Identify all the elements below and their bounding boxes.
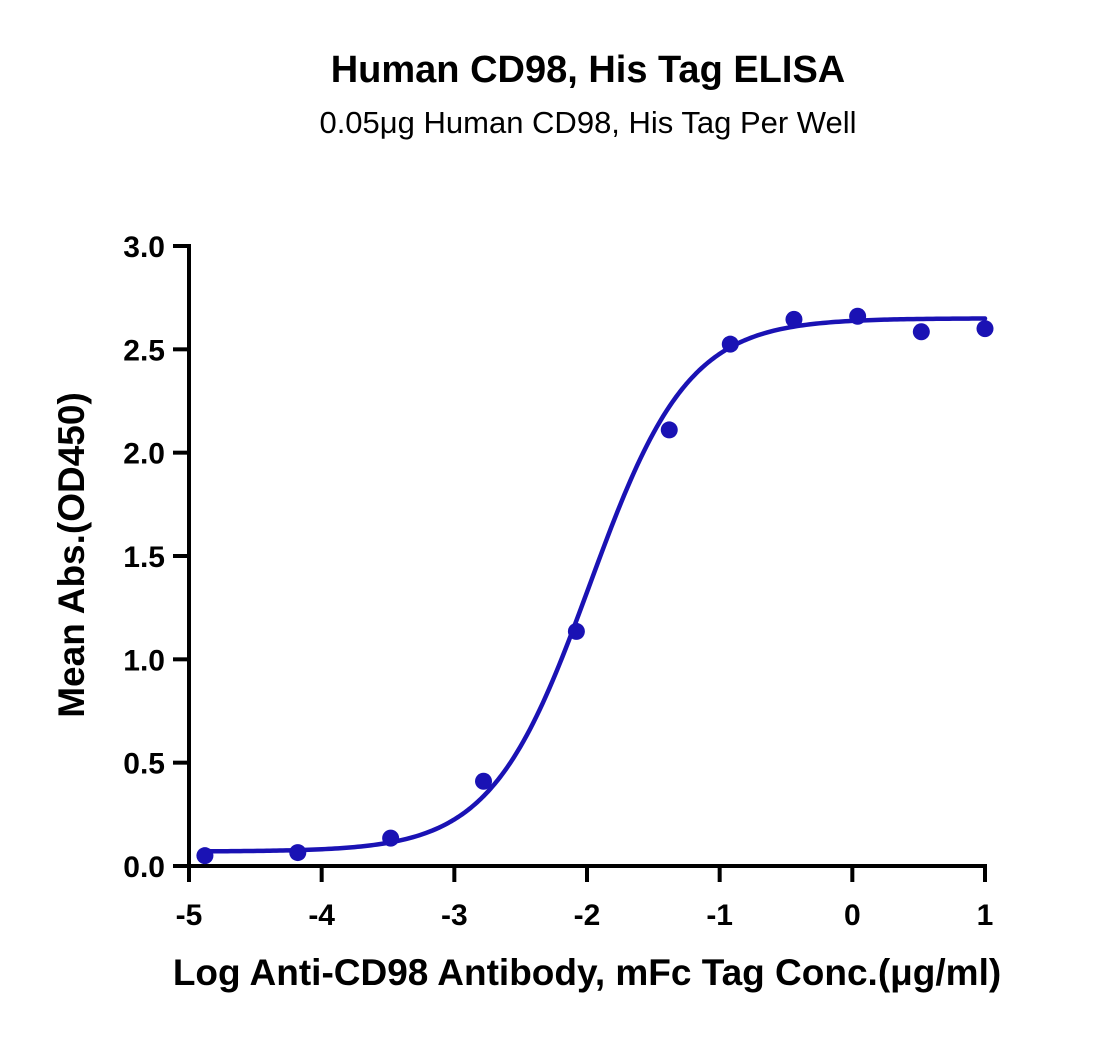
axes [187, 244, 987, 868]
data-point [196, 847, 214, 865]
y-axis-label: Mean Abs.(OD450) [51, 392, 92, 718]
data-point [849, 307, 867, 325]
data-point [567, 622, 585, 640]
chart-subtitle: 0.05μg Human CD98, His Tag Per Well [319, 105, 856, 140]
data-point [976, 320, 994, 338]
x-tick-label: -5 [176, 899, 203, 932]
x-tick-label: -3 [441, 899, 468, 932]
x-tick-label: 0 [844, 899, 861, 932]
x-ticks: -5 -4 -3 -2 -1 0 1 [176, 866, 994, 932]
y-tick-label: 2.5 [123, 334, 165, 367]
y-tick-label: 1.5 [123, 541, 165, 574]
data-point [475, 772, 493, 790]
chart-title: Human CD98, His Tag ELISA [331, 49, 846, 91]
data-point [721, 335, 739, 353]
x-tick-label: -1 [706, 899, 733, 932]
y-tick-label: 1.0 [123, 644, 165, 677]
y-tick-label: 3.0 [123, 231, 165, 264]
fit-curve [202, 316, 988, 854]
data-point [912, 323, 930, 341]
x-axis-label: Log Anti-CD98 Antibody, mFc Tag Conc.(μg… [173, 952, 1001, 993]
data-point [382, 829, 400, 847]
x-tick-label: -2 [574, 899, 601, 932]
data-point [785, 310, 803, 328]
y-tick-label: 2.0 [123, 438, 165, 471]
data-points [196, 307, 994, 865]
data-point [289, 844, 307, 862]
y-ticks: 0.0 0.5 1.0 1.5 2.0 2.5 3.0 [123, 231, 189, 884]
data-point [660, 421, 678, 439]
x-tick-label: -4 [308, 899, 335, 932]
y-tick-label: 0.5 [123, 748, 165, 781]
x-tick-label: 1 [977, 899, 994, 932]
y-tick-label: 0.0 [123, 851, 165, 884]
